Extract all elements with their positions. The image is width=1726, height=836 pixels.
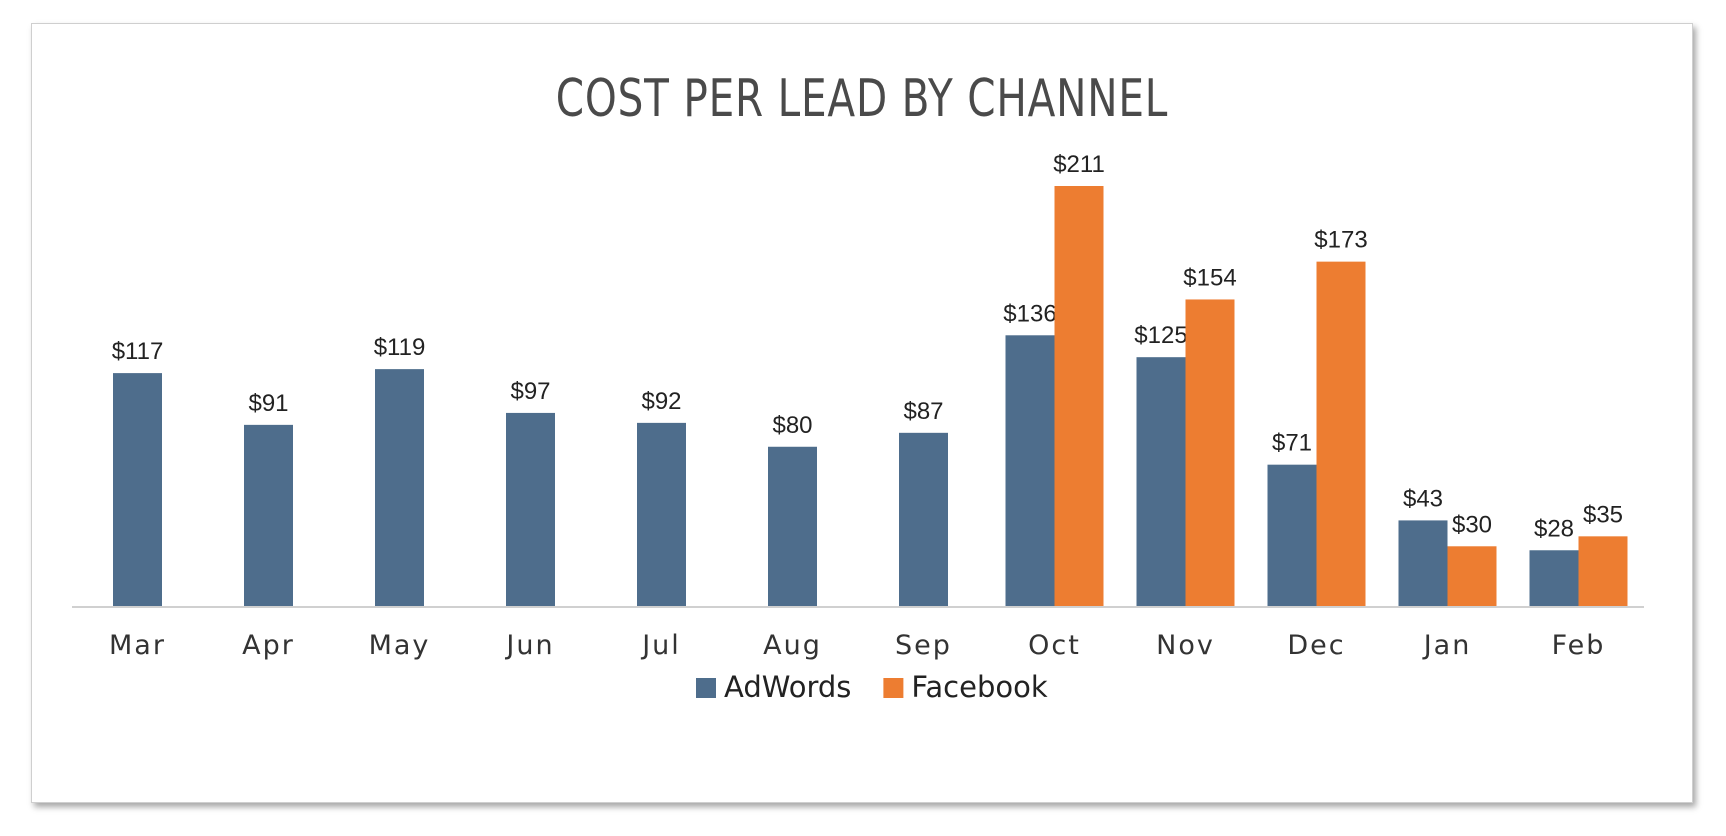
data-label-adwords-apr: $91: [248, 390, 288, 417]
bar-facebook-jan: [1447, 546, 1497, 606]
data-label-adwords-aug: $80: [772, 412, 812, 439]
bar-adwords-mar: [113, 373, 162, 606]
chart-frame: COST PER LEAD BY CHANNEL $117 Mar $91 Apr $1…: [31, 23, 1693, 803]
data-label-adwords-may: $119: [374, 334, 426, 361]
data-label-facebook-dec: $173: [1314, 227, 1367, 254]
x-tick-label-jan: Jan: [1422, 630, 1472, 661]
x-tick-label-jul: Jul: [640, 630, 681, 661]
data-label-facebook-nov: $154: [1183, 264, 1236, 291]
bar-chart: $117 Mar $91 Apr $119 May $97 Jun $92 Jul $80 Aug $8…: [72, 151, 1644, 704]
data-label-adwords-jun: $97: [510, 378, 550, 405]
bar-facebook-oct: [1054, 186, 1104, 606]
x-tick-label-aug: Aug: [763, 630, 822, 661]
data-label-adwords-oct: $136: [1003, 300, 1056, 327]
legend-label-adwords: AdWords: [724, 670, 851, 704]
bar-adwords-jul: [637, 422, 686, 606]
bar-adwords-nov: [1136, 357, 1186, 606]
x-tick-label-feb: Feb: [1552, 630, 1606, 661]
bar-adwords-jun: [506, 412, 555, 606]
data-label-facebook-feb: $35: [1583, 501, 1623, 528]
x-tick-label-nov: Nov: [1156, 630, 1215, 661]
data-label-adwords-jan: $43: [1403, 485, 1443, 512]
x-tick-label-mar: Mar: [109, 630, 166, 661]
bar-adwords-sep: [899, 432, 948, 606]
x-tick-label-sep: Sep: [895, 630, 952, 661]
legend-swatch-adwords: [696, 678, 716, 698]
legend-label-facebook: Facebook: [911, 670, 1047, 704]
data-label-facebook-jan: $30: [1452, 511, 1492, 538]
x-tick-label-dec: Dec: [1287, 630, 1345, 661]
data-label-adwords-dec: $71: [1272, 430, 1312, 457]
bar-adwords-jan: [1398, 520, 1448, 606]
x-tick-label-may: May: [369, 630, 431, 661]
data-label-facebook-oct: $211: [1053, 151, 1105, 178]
bar-adwords-feb: [1529, 550, 1579, 606]
bar-adwords-may: [375, 369, 424, 606]
x-tick-label-jun: Jun: [504, 630, 554, 661]
x-tick-label-apr: Apr: [242, 630, 295, 661]
data-label-adwords-feb: $28: [1534, 515, 1574, 542]
data-label-adwords-mar: $117: [112, 338, 164, 365]
bar-adwords-apr: [244, 424, 293, 606]
data-label-adwords-nov: $125: [1134, 322, 1187, 349]
data-label-adwords-sep: $87: [903, 398, 943, 425]
bar-adwords-dec: [1267, 464, 1317, 606]
legend-swatch-facebook: [883, 678, 904, 698]
bar-facebook-dec: [1316, 261, 1366, 606]
chart-title: COST PER LEAD BY CHANNEL: [555, 69, 1169, 129]
bar-facebook-feb: [1578, 536, 1628, 606]
bar-facebook-nov: [1185, 299, 1235, 606]
bar-adwords-oct: [1005, 335, 1055, 606]
data-label-adwords-jul: $92: [641, 388, 681, 415]
bar-adwords-aug: [768, 446, 817, 606]
x-tick-label-oct: Oct: [1028, 630, 1081, 661]
